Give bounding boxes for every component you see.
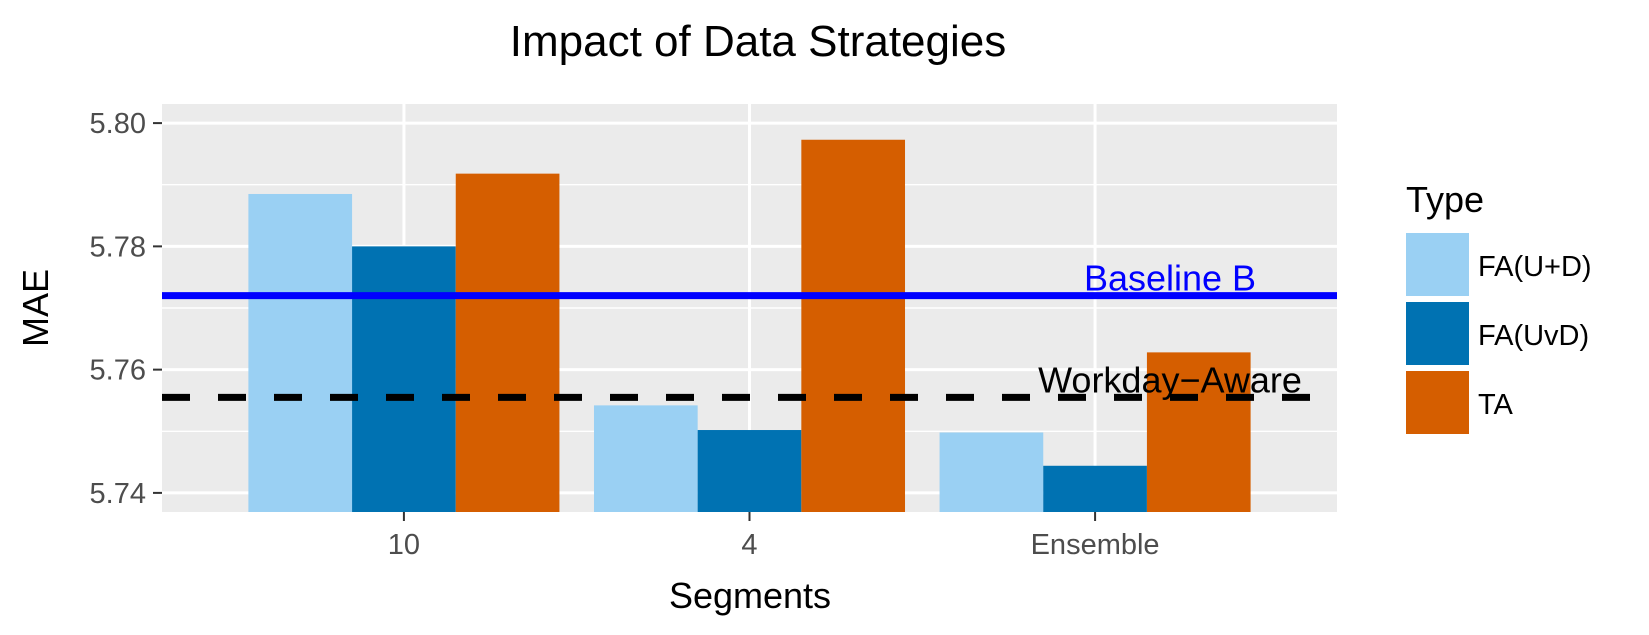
chart-title: Impact of Data Strategies [510, 17, 1006, 66]
x-tick-label: Ensemble [1031, 529, 1160, 561]
x-tick-label: 10 [388, 529, 420, 561]
bar [697, 430, 802, 512]
bar [455, 173, 560, 513]
bar [1043, 465, 1147, 512]
bar [939, 432, 1044, 512]
bar [1146, 352, 1251, 512]
legend-key [1406, 233, 1469, 296]
bar [593, 405, 698, 512]
legend: Type FA(U+D) FA(UvD) TA [1406, 179, 1592, 434]
y-axis: 5.74 5.76 5.78 5.80 [90, 108, 162, 510]
reference-line-label: Workday−Aware [1038, 359, 1302, 400]
y-tick-label: 5.78 [90, 231, 146, 263]
x-axis-title: Segments [669, 575, 831, 616]
reference-lines: Baseline B Workday−Aware [162, 258, 1337, 401]
legend-label: TA [1478, 389, 1514, 421]
bar [248, 193, 353, 512]
y-tick-label: 5.80 [90, 108, 146, 140]
x-tick-label: 4 [741, 529, 757, 561]
legend-key [1406, 302, 1469, 365]
x-axis: 10 4 Ensemble [388, 512, 1160, 561]
y-tick-label: 5.76 [90, 355, 146, 387]
y-tick-label: 5.74 [90, 478, 146, 510]
bar [352, 246, 456, 512]
reference-line-label: Baseline B [1084, 258, 1256, 299]
bars [248, 139, 1251, 513]
legend-label: FA(U+D) [1478, 251, 1592, 283]
y-axis-title: MAE [15, 269, 56, 347]
bar [801, 139, 906, 513]
legend-title: Type [1406, 179, 1484, 220]
legend-label: FA(UvD) [1478, 320, 1589, 352]
legend-key [1406, 371, 1469, 434]
